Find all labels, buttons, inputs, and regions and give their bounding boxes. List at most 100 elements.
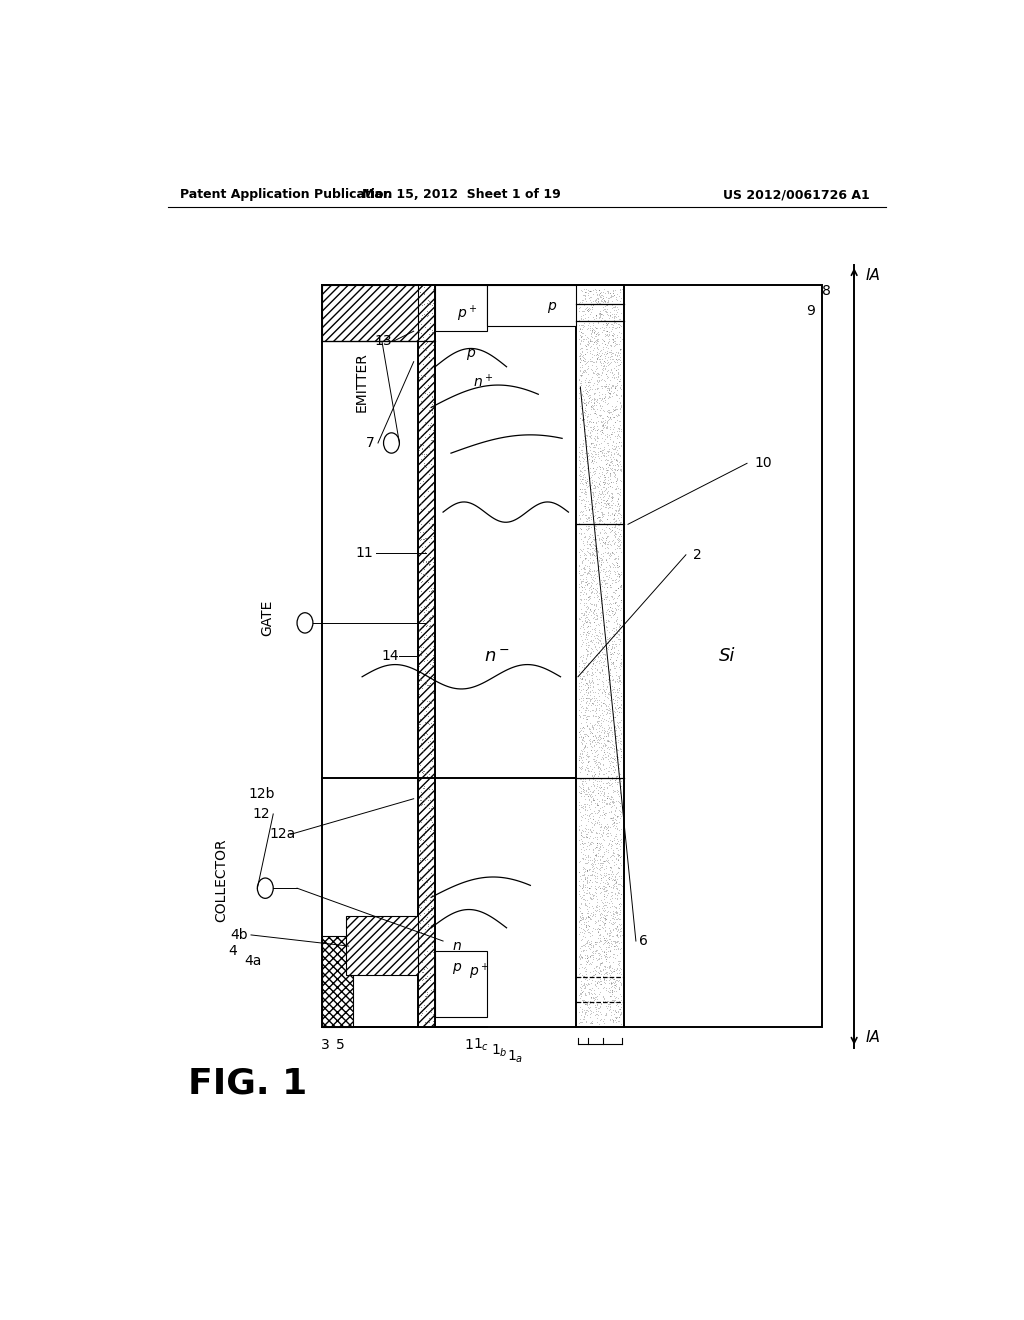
Point xyxy=(608,903,625,924)
Point xyxy=(571,292,588,313)
Point xyxy=(578,416,594,437)
Point xyxy=(598,1003,614,1024)
Point xyxy=(578,808,594,829)
Point xyxy=(612,414,629,436)
Point xyxy=(608,348,625,370)
Point xyxy=(597,886,613,907)
Point xyxy=(578,482,594,503)
Point xyxy=(594,857,610,878)
Point xyxy=(582,385,598,407)
Point xyxy=(582,731,598,752)
Point xyxy=(575,1006,592,1027)
Point xyxy=(578,961,594,982)
Point xyxy=(580,562,596,583)
Point xyxy=(606,556,623,577)
Point xyxy=(416,675,432,696)
Point xyxy=(592,1010,608,1031)
Point xyxy=(596,842,612,863)
Point xyxy=(598,762,614,783)
Point xyxy=(573,565,590,586)
Point xyxy=(580,994,596,1015)
Point xyxy=(602,919,618,940)
Point xyxy=(599,444,615,465)
Point xyxy=(587,810,603,832)
Point xyxy=(608,612,625,634)
Point xyxy=(604,385,621,407)
Point xyxy=(577,977,593,998)
Point xyxy=(574,998,591,1019)
Point xyxy=(596,862,612,883)
Point xyxy=(572,1005,589,1026)
Point xyxy=(571,721,588,742)
Point xyxy=(612,925,629,946)
Point xyxy=(603,1002,620,1023)
Point xyxy=(580,663,596,684)
Point xyxy=(594,805,610,826)
Point xyxy=(582,467,598,488)
Point xyxy=(603,830,620,851)
Point xyxy=(611,776,628,797)
Point xyxy=(415,550,431,572)
Point xyxy=(578,400,594,421)
Point xyxy=(610,667,627,688)
Point xyxy=(587,932,603,953)
Point xyxy=(608,916,625,937)
Point xyxy=(597,615,613,636)
Point xyxy=(601,846,617,867)
Point xyxy=(584,714,600,735)
Point xyxy=(588,636,604,657)
Point xyxy=(418,333,434,354)
Point xyxy=(599,543,615,564)
Point xyxy=(575,500,592,521)
Point xyxy=(596,784,612,805)
Point xyxy=(607,871,624,892)
Point xyxy=(590,558,606,579)
Point xyxy=(582,820,598,841)
Point xyxy=(574,807,591,828)
Point xyxy=(578,583,594,605)
Point xyxy=(582,878,598,899)
Point xyxy=(606,770,623,791)
Point xyxy=(607,436,624,457)
Point xyxy=(574,705,591,726)
Point xyxy=(425,932,441,953)
Point xyxy=(577,735,593,756)
Point xyxy=(574,292,591,313)
Point xyxy=(587,619,603,640)
Point xyxy=(611,763,628,784)
Point xyxy=(583,564,599,585)
Point xyxy=(586,552,602,573)
Point xyxy=(578,499,594,520)
Point xyxy=(610,444,627,465)
Point xyxy=(598,376,614,397)
Point xyxy=(609,595,626,616)
Point xyxy=(588,363,604,384)
Point xyxy=(588,883,604,904)
Point xyxy=(612,734,629,755)
Point xyxy=(574,796,591,817)
Point xyxy=(593,939,609,960)
Point xyxy=(602,909,618,931)
Point xyxy=(580,528,596,549)
Point xyxy=(420,550,436,572)
Point xyxy=(582,818,598,840)
Point xyxy=(411,428,427,449)
Point xyxy=(581,516,597,537)
Point xyxy=(591,962,607,983)
Point xyxy=(594,854,610,875)
Point xyxy=(611,432,628,453)
Point xyxy=(598,726,614,747)
Point xyxy=(600,636,616,657)
Point xyxy=(602,664,618,685)
Point xyxy=(582,318,598,339)
Point xyxy=(612,884,629,906)
Point xyxy=(591,384,607,405)
Point xyxy=(574,907,591,928)
Point xyxy=(608,405,625,426)
Point xyxy=(603,845,620,866)
Point xyxy=(603,684,620,705)
Point xyxy=(600,400,616,421)
Point xyxy=(425,367,441,388)
Point xyxy=(595,735,611,756)
Point xyxy=(418,589,434,610)
